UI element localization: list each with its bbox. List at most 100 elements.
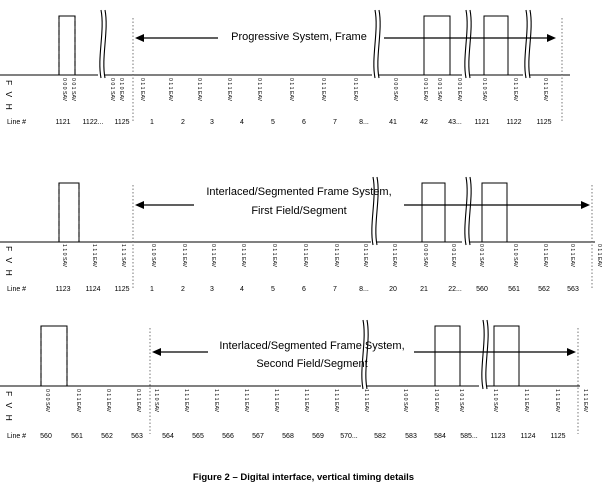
timing-code-label: 0 0 1 SAV	[109, 78, 115, 102]
solid-active-pulse	[434, 325, 461, 386]
break-mark	[365, 319, 369, 390]
line-number-heading: Line #	[7, 433, 26, 440]
line-number: 1125	[114, 119, 129, 126]
line-number: 585...	[460, 433, 478, 440]
line-number: 560	[40, 433, 52, 440]
timing-code-label: 0 0 1 EAV	[450, 244, 456, 268]
timing-code-label: 0 1 1 EAV	[226, 78, 232, 102]
line-number: 562	[538, 286, 550, 293]
timing-code-label: 1 1 1 EAV	[273, 389, 279, 413]
line-number: 41	[389, 119, 397, 126]
line-number: 1125	[114, 286, 129, 293]
arrow-head-right	[567, 348, 576, 356]
timing-code-label: 1 0 1 EAV	[433, 389, 439, 413]
timing-code-label: 1 1 1 EAV	[582, 389, 588, 413]
line-number: 561	[71, 433, 83, 440]
timing-code-label: 0 1 1 EAV	[75, 389, 81, 413]
timing-code-label: 1 1 0 SAV	[153, 389, 159, 413]
timing-code-label: 0 1 1 EAV	[105, 389, 111, 413]
line-number: 3	[210, 119, 214, 126]
timing-code-label: 0 0 0 SAV	[44, 389, 50, 413]
break-mark	[375, 176, 379, 246]
line-number: 8...	[359, 286, 369, 293]
arrow-head-right	[581, 201, 590, 209]
break-mark	[103, 9, 107, 79]
line-number: 564	[162, 433, 174, 440]
timing-code-label: 1 1 1 EAV	[183, 389, 189, 413]
timing-code-label: 0 1 1 EAV	[139, 78, 145, 102]
break-mark	[464, 9, 468, 79]
line-number: 584	[434, 433, 446, 440]
timing-code-label: 0 1 1 EAV	[256, 78, 262, 102]
timing-code-label: 1 1 1 EAV	[333, 389, 339, 413]
line-number: 4	[240, 286, 244, 293]
break-mark	[361, 319, 365, 390]
figure-caption: Figure 2 – Digital interface, vertical t…	[192, 472, 415, 483]
timing-code-label: 0 0 1 EAV	[456, 78, 462, 102]
break-mark	[464, 176, 468, 246]
break-mark	[468, 9, 472, 79]
timing-code-label: 1 1 1 EAV	[303, 389, 309, 413]
line-number: 1124	[85, 286, 100, 293]
arrow-head-left	[135, 201, 144, 209]
line-number-heading: Line #	[7, 286, 26, 293]
timing-code-label: 1 1 1 EAV	[243, 389, 249, 413]
break-mark	[377, 9, 381, 79]
line-number: 2	[181, 286, 185, 293]
line-number: 583	[405, 433, 417, 440]
fvh-label: F V H	[4, 391, 14, 423]
line-number: 1	[150, 286, 154, 293]
timing-code-label: 0 1 1 EAV	[542, 244, 548, 268]
line-number: 563	[567, 286, 579, 293]
timing-code-label: 0 1 1 EAV	[167, 78, 173, 102]
break-mark	[524, 9, 528, 79]
line-number: 560	[476, 286, 488, 293]
line-number: 7	[333, 119, 337, 126]
timing-code-label: 0 0 1 SAV	[478, 244, 484, 268]
line-number: 1125	[550, 433, 565, 440]
timing-code-label: 0 1 1 EAV	[391, 244, 397, 268]
dashed-blanking-pulse	[58, 182, 80, 242]
line-number: 5	[271, 119, 275, 126]
line-number: 5	[271, 286, 275, 293]
line-number: 1121	[55, 119, 70, 126]
line-number: 42	[420, 119, 428, 126]
timing-code-label: 0 1 0 EAV	[118, 78, 124, 102]
line-number: 1122	[506, 119, 521, 126]
arrow-head-left	[152, 348, 161, 356]
line-number: 43...	[448, 119, 462, 126]
line-number: 568	[282, 433, 294, 440]
fvh-label: F V H	[4, 80, 14, 112]
dashed-blanking-pulse	[40, 325, 68, 386]
timing-code-label: 0 1 1 EAV	[196, 78, 202, 102]
break-mark	[373, 9, 377, 79]
timing-code-label: 0 1 1 EAV	[302, 244, 308, 268]
line-number: 561	[508, 286, 520, 293]
line-number: 562	[101, 433, 113, 440]
panel-title: First Field/Segment	[251, 205, 346, 217]
line-number: 8...	[359, 119, 369, 126]
line-number: 569	[312, 433, 324, 440]
timing-code-label: 0 0 1 EAV	[422, 78, 428, 102]
break-mark	[468, 176, 472, 246]
line-number: 582	[374, 433, 386, 440]
line-number: 1	[150, 119, 154, 126]
timing-code-label: 1 0 1 SAV	[458, 389, 464, 413]
line-number: 2	[181, 119, 185, 126]
timing-code-label: 1 1 1 EAV	[213, 389, 219, 413]
line-number: 21	[420, 286, 428, 293]
timing-code-label: 0 1 0 SAV	[512, 244, 518, 268]
timing-code-label: 0 0 0 SAV	[61, 78, 67, 102]
line-number: 570...	[340, 433, 358, 440]
line-number: 20	[389, 286, 397, 293]
timing-code-label: 0 1 1 EAV	[240, 244, 246, 268]
line-number-heading: Line #	[7, 119, 26, 126]
solid-active-pulse	[40, 325, 68, 386]
line-number: 3	[210, 286, 214, 293]
timing-code-label: 1 1 0 SAV	[61, 244, 67, 268]
line-number: 6	[302, 119, 306, 126]
line-number: 1122...	[83, 119, 104, 126]
timing-code-label: 0 1 1 EAV	[135, 389, 141, 413]
